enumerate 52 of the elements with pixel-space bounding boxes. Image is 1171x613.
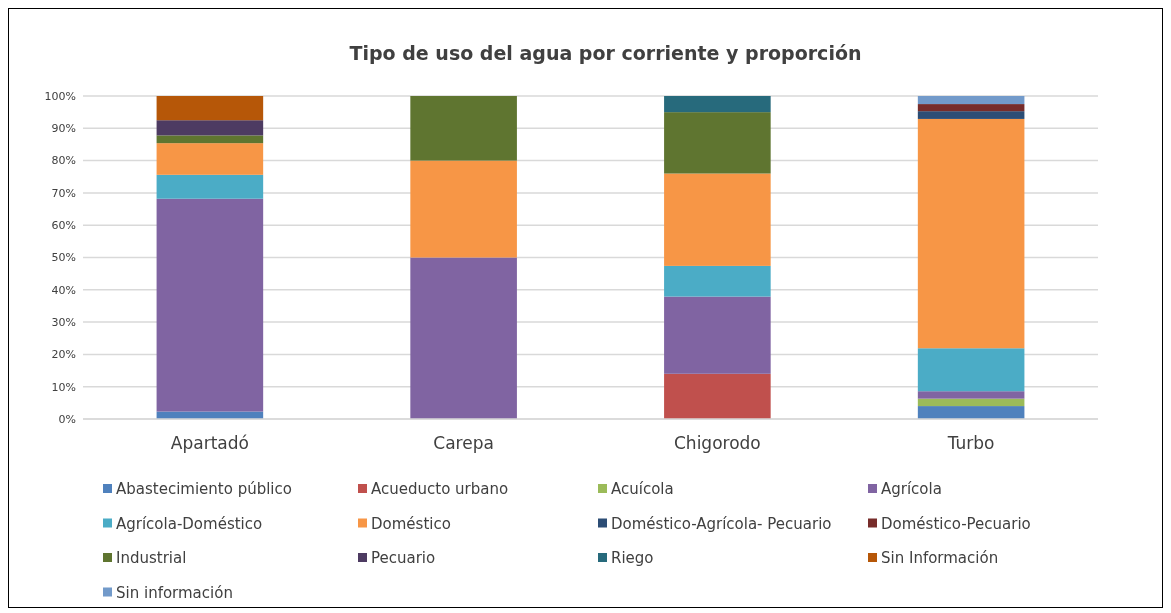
chart-title: Tipo de uso del agua por corriente y proporción (349, 42, 862, 64)
legend-label: Acuícola (611, 480, 674, 499)
bar (410, 257, 517, 419)
y-tick-label: 80% (51, 154, 76, 168)
bar (917, 348, 1025, 392)
bar (664, 112, 771, 174)
y-tick-label: 100% (44, 89, 76, 103)
bar (156, 135, 264, 144)
x-tick-label: Turbo (946, 433, 995, 453)
bar (664, 373, 771, 419)
y-tick-label: 70% (51, 186, 76, 200)
legend-label: Sin información (116, 583, 233, 602)
bar (917, 104, 1025, 112)
legend-label: Industrial (116, 549, 187, 568)
bar (156, 198, 264, 412)
bar (917, 406, 1025, 419)
bar (664, 173, 771, 266)
x-tick-label: Apartadó (170, 433, 249, 453)
bar (410, 160, 517, 258)
y-tick-label: 30% (51, 315, 76, 329)
bar (156, 120, 264, 136)
y-tick-label: 50% (51, 251, 76, 265)
bar (917, 96, 1025, 105)
x-tick-label: Chigorodo (673, 433, 761, 453)
legend-label: Doméstico-Pecuario (881, 514, 1031, 533)
bar (156, 96, 264, 121)
bar (156, 174, 264, 199)
bar (664, 265, 771, 297)
legend-label: Sin Información (881, 549, 999, 568)
y-tick-label: 40% (51, 283, 76, 297)
legend-label: Pecuario (371, 549, 436, 568)
x-tick-label: Carepa (433, 433, 494, 453)
bar (917, 398, 1025, 407)
bar (917, 118, 1025, 349)
bar (410, 96, 517, 161)
bar (664, 296, 771, 374)
legend-label: Abastecimiento público (116, 480, 292, 499)
legend-label: Doméstico (371, 514, 451, 533)
y-tick-label: 20% (51, 348, 76, 362)
legend-label: Agrícola (881, 480, 942, 499)
legend-label: Riego (611, 549, 654, 568)
y-tick-label: 10% (51, 380, 76, 394)
legend-label: Acueducto urbano (371, 480, 509, 499)
bar (917, 111, 1025, 119)
y-tick-label: 60% (51, 219, 76, 233)
legend-label: Doméstico-Agrícola- Pecuario (611, 514, 832, 533)
y-tick-label: 90% (51, 122, 76, 136)
bar (917, 391, 1025, 399)
legend-label: Agrícola-Doméstico (116, 514, 263, 533)
bar (664, 96, 771, 113)
y-tick-label: 0% (58, 412, 76, 426)
bar (156, 143, 264, 175)
